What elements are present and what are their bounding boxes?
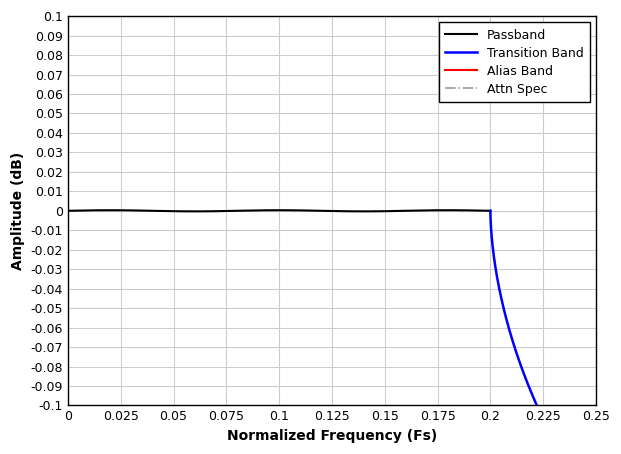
Transition Band [532, 400, 539, 405]
Transition Band [524, 379, 531, 385]
Transition Band [509, 339, 517, 345]
Passband [138, 208, 145, 213]
Passband [112, 207, 120, 213]
Passband [433, 207, 440, 213]
Line: Passband: Passband [68, 210, 491, 212]
Y-axis label: Amplitude (dB): Amplitude (dB) [11, 152, 25, 270]
Passband [65, 208, 72, 213]
Passband [227, 208, 234, 214]
Transition Band [487, 208, 494, 213]
Passband [245, 208, 252, 213]
Transition Band [508, 335, 515, 340]
Passband [479, 208, 486, 213]
Legend: Passband, Transition Band, Alias Band, Attn Spec: Passband, Transition Band, Alias Band, A… [439, 22, 590, 102]
X-axis label: Normalized Frequency (Fs): Normalized Frequency (Fs) [227, 429, 437, 443]
Passband [191, 209, 199, 214]
Transition Band [489, 245, 496, 250]
Transition Band [533, 403, 540, 408]
Line: Transition Band: Transition Band [491, 211, 537, 405]
Passband [107, 207, 114, 213]
Transition Band [532, 400, 539, 405]
Passband [487, 208, 494, 213]
